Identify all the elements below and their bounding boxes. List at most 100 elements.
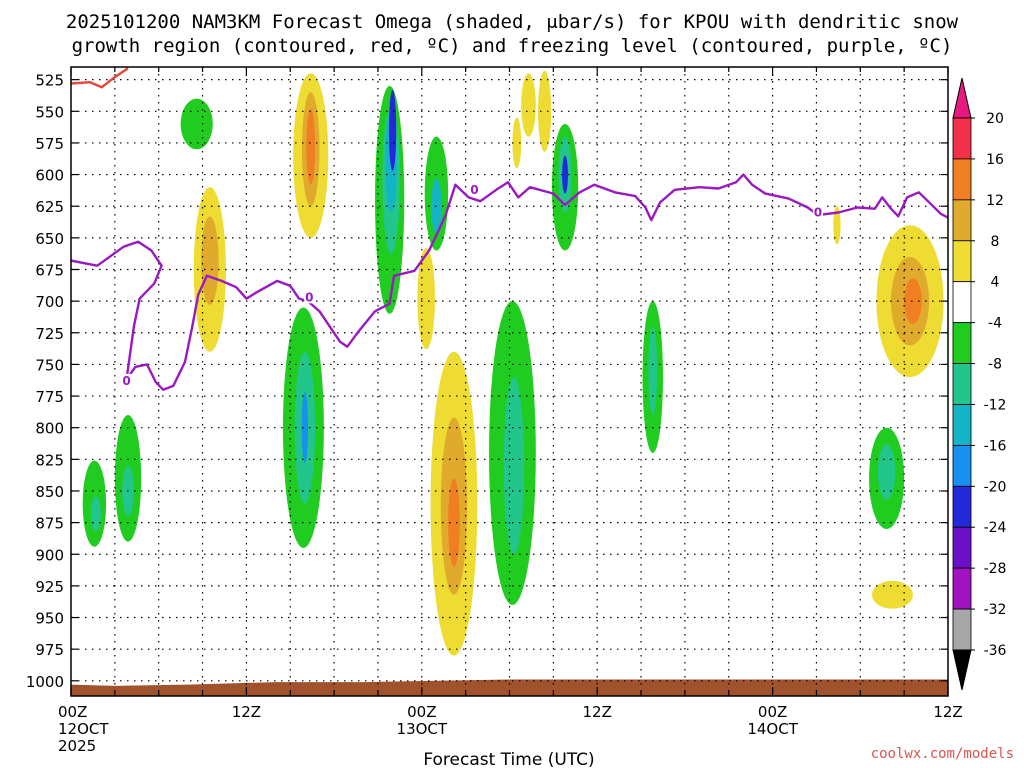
colorbar-label: 8 [991,234,1000,250]
colorbar-label: 4 [991,275,1000,291]
y-tick-label: 925 [35,578,64,596]
omega-cell [690,142,703,207]
omega-cell [512,117,522,169]
omega-cell [877,444,896,500]
freezing-label-bg [469,182,480,196]
colorbar-label: 12 [986,193,1004,209]
colorbar-label: -12 [984,397,1007,413]
y-tick-label: 650 [35,230,64,248]
x-tick-label: 00Z [407,703,436,721]
omega-cell [833,206,841,245]
colorbar-bottom-arrow [952,649,972,691]
x-tick-label: 14OCT [747,720,798,738]
omega-cell [592,522,725,599]
omega-cell [904,278,922,324]
colorbar-label: -20 [984,479,1007,495]
freezing-level-label: 0 [814,206,822,220]
colorbar-label: -28 [984,561,1007,577]
y-tick-label: 575 [35,135,64,153]
colorbar-label: -36 [984,643,1007,659]
x-tick-label: 13OCT [397,720,448,738]
omega-cell [249,197,267,279]
colorbar-band [952,281,972,324]
colorbar-label: -8 [988,357,1002,373]
colorbar-band [952,485,972,528]
omega-cell [497,111,539,251]
y-tick-label: 725 [35,325,64,343]
omega-cell [325,355,378,647]
y-tick-label: 550 [35,103,64,121]
colorbar-band [952,608,972,651]
chart-title-line-1: 2025101200 NAM3KM Forecast Omega (shaded… [66,11,959,33]
omega-cell [388,89,397,171]
colorbar-band [952,158,972,201]
freezing-label-bg [812,205,823,219]
colorbar-band [952,240,972,283]
colorbar-band [952,117,972,160]
dendritic-growth-contour [71,67,129,89]
colorbar-band [952,199,972,242]
omega-cell [871,580,913,609]
x-tick-label: 12Z [933,703,962,721]
omega-cell [448,478,460,567]
omega-cell [129,417,203,570]
omega-cell [649,104,662,143]
y-tick-label: 1000 [26,673,64,691]
colorbar-label: 16 [986,152,1004,168]
x-tick-label: 00Z [758,703,787,721]
colorbar-top-arrow [952,77,972,119]
freezing-label-bg [121,373,132,387]
x-tick-label: 12Z [232,703,261,721]
colorbar-label: -16 [984,438,1007,454]
x-tick-label: 2025 [58,737,96,755]
y-tick-label: 775 [35,388,64,406]
colorbar: 20 16 12 8 4 -4 -8 -12 -16 -20 -24 -28 -32 -36 [952,77,1007,691]
omega-cell [180,98,213,150]
y-tick-label: 525 [35,72,64,90]
y-tick-label: 825 [35,451,64,469]
x-tick-label: 12Z [583,703,612,721]
y-tick-label: 975 [35,641,64,659]
y-tick-label: 600 [35,167,64,185]
colorbar-band [952,322,972,364]
omega-shading-layer [71,67,944,659]
colorbar-band [952,526,972,569]
contour-layer: 0 0 0 0 [71,67,948,391]
y-tick-label: 750 [35,356,64,374]
omega-cell [306,108,316,185]
x-tick-label: 00Z [58,703,87,721]
freezing-level-label: 0 [470,183,478,197]
omega-cell [301,392,309,464]
freezing-level-label: 0 [305,290,313,304]
y-tick-label: 900 [35,546,64,564]
colorbar-label: -32 [984,602,1007,618]
omega-cell [201,216,219,305]
omega-cell [71,67,115,264]
omega-cell [648,326,658,416]
y-tick-label: 700 [35,293,64,311]
y-tick-label: 675 [35,261,64,279]
freezing-level-label: 0 [122,374,130,388]
colorbar-band [952,567,972,610]
freezing-label-bg [304,290,315,304]
x-axis-title: Forecast Time (UTC) [423,750,594,768]
y-tick-label: 800 [35,420,64,438]
colorbar-label: 20 [986,111,1004,127]
y-tick-label: 850 [35,483,64,501]
omega-cell [90,496,101,532]
freezing-level-contour [71,173,948,391]
y-tick-label: 625 [35,198,64,216]
axes-layer: 525 550 575 600 625 650 675 700 725 750 775 800 825 8… [26,66,963,755]
omega-cell [521,73,536,137]
omega-cell [503,377,525,555]
colorbar-band [952,404,972,446]
colorbar-band [952,363,972,405]
chart-title-line-2: growth region (contoured, red, ºC) and f… [72,35,953,57]
omega-cell [538,70,552,152]
colorbar-band [952,444,972,487]
y-tick-label: 875 [35,515,64,533]
colorbar-label: -24 [984,520,1007,536]
omega-cell [417,247,435,350]
colorbar-label: -4 [988,316,1002,332]
